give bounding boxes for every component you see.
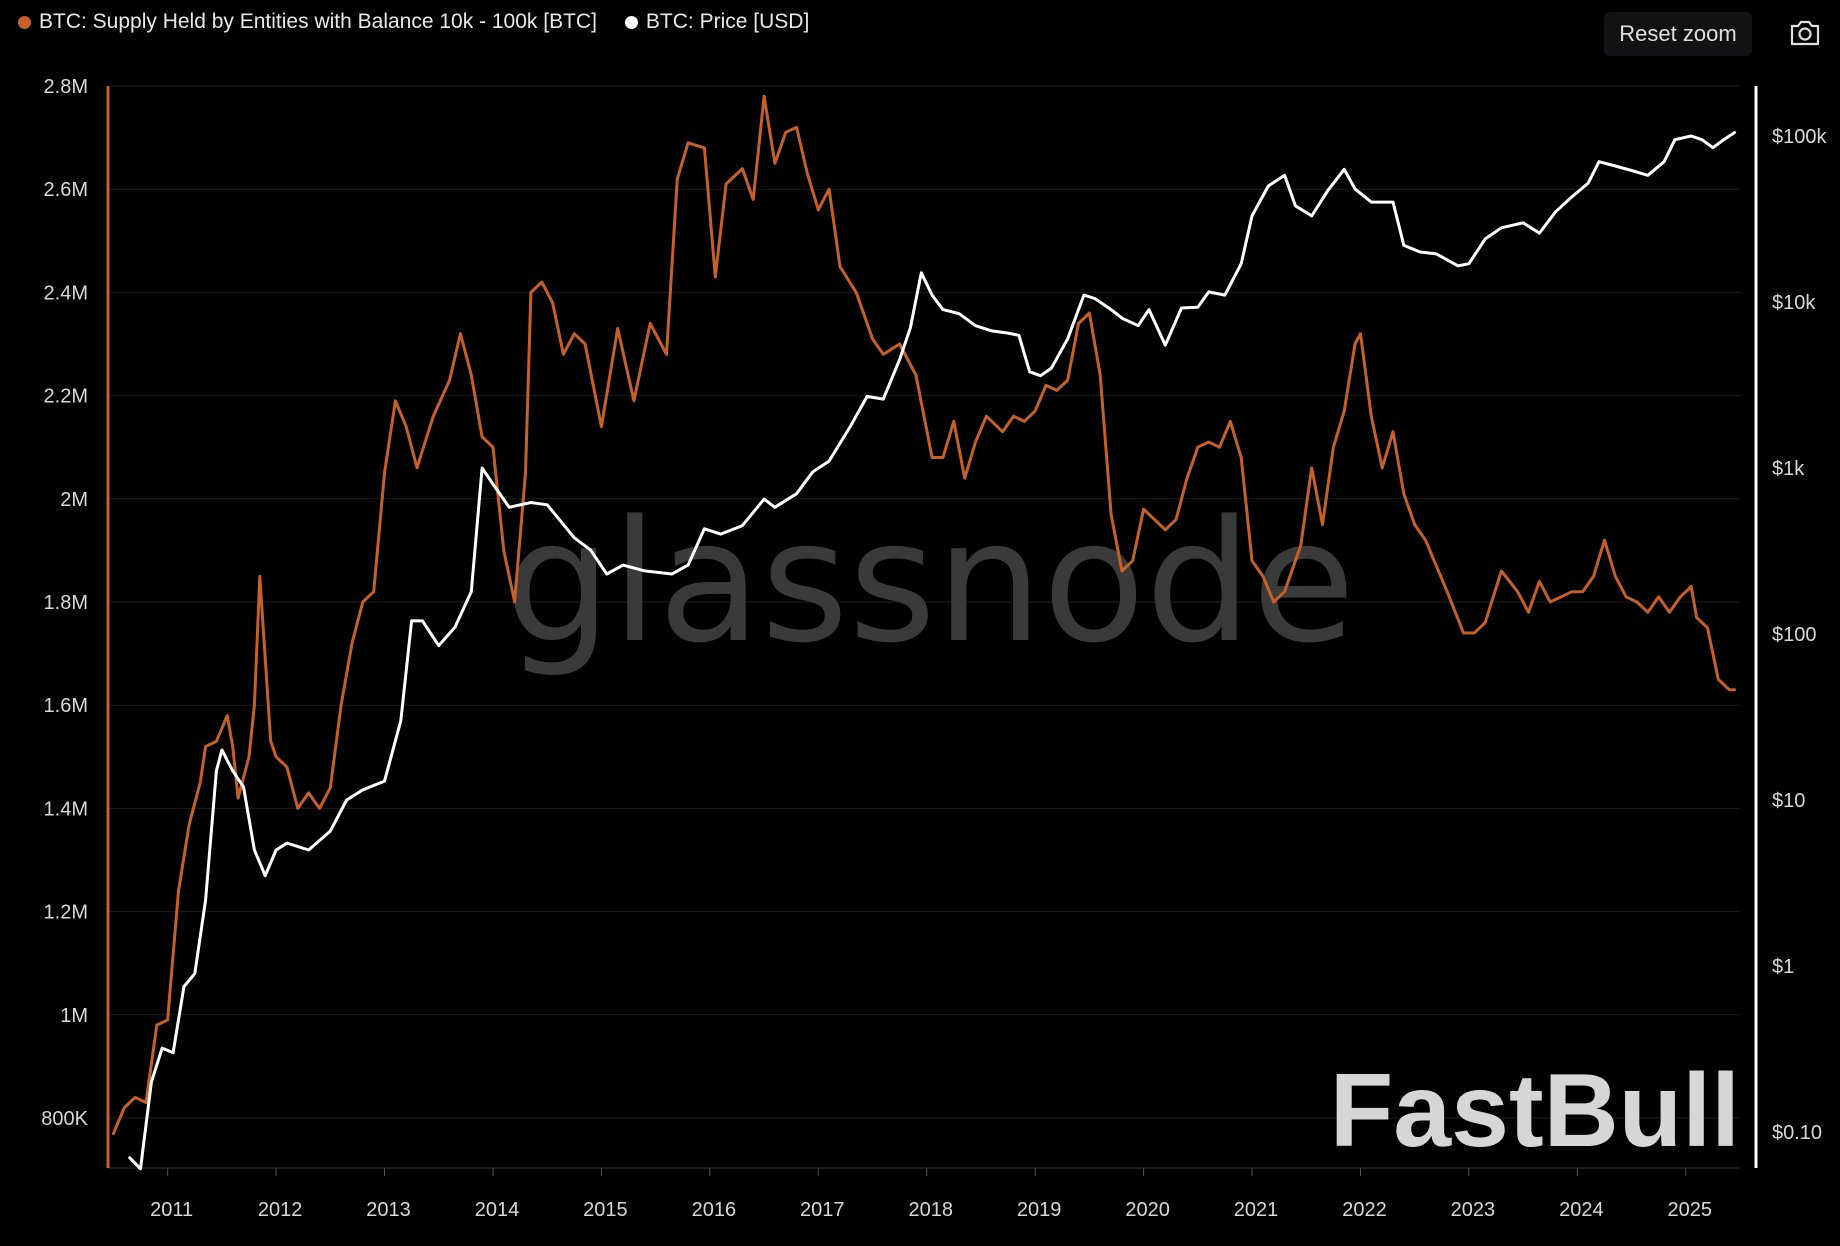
y-right-tick-label: $1 <box>1772 956 1794 978</box>
fastbull-watermark: FastBull <box>1330 1053 1740 1169</box>
y-right-tick-label: $10 <box>1772 790 1805 812</box>
glassnode-watermark: glassnode <box>505 484 1356 680</box>
y-right-tick-label: $100k <box>1772 126 1827 148</box>
legend-item-price[interactable]: BTC: Price [USD] <box>624 10 810 34</box>
y-left-tick-label: 2.2M <box>44 386 88 408</box>
y-left-tick-label: 1.8M <box>44 592 88 614</box>
y-left-tick-label: 1.6M <box>44 695 88 717</box>
x-tick-label: 2020 <box>1125 1199 1170 1221</box>
y-left-tick-label: 2.6M <box>44 179 88 201</box>
legend-dot-price <box>624 15 638 29</box>
x-tick-label: 2023 <box>1451 1199 1496 1221</box>
legend-dot-supply <box>18 15 31 29</box>
x-tick-label: 2022 <box>1342 1199 1387 1221</box>
y-left-tick-label: 1.2M <box>44 902 88 924</box>
y-left-tick-label: 800K <box>41 1108 88 1130</box>
legend-item-supply[interactable]: BTC: Supply Held by Entities with Balanc… <box>18 10 597 34</box>
x-tick-label: 2016 <box>692 1199 737 1221</box>
y-left-tick-label: 1M <box>60 1005 88 1027</box>
grid-lines <box>108 85 1740 1119</box>
x-tick-label: 2011 <box>150 1199 193 1221</box>
camera-icon[interactable] <box>1788 18 1822 48</box>
x-tick-label: 2024 <box>1559 1199 1604 1221</box>
y-left-tick-label: 2.4M <box>44 282 88 304</box>
axes: 800K 1M 1.2M 1.4M 1.6M 1.8M 2M 2.2M 2.4M 2.6M 2.8M… <box>41 76 1827 1221</box>
x-tick-label: 2014 <box>475 1199 520 1221</box>
y-left-tick-label: 1.4M <box>44 798 88 820</box>
y-right-tick-label: $0.10 <box>1772 1122 1822 1144</box>
y-right-tick-label: $10k <box>1772 292 1816 314</box>
camera-icon-svg <box>1790 20 1820 46</box>
x-tick-label: 2012 <box>258 1199 303 1221</box>
supply-series-line <box>111 94 1737 1135</box>
reset-zoom-button[interactable]: Reset zoom <box>1604 12 1752 56</box>
legend-label-price: BTC: Price [USD] <box>645 10 810 33</box>
price-series-line <box>128 131 1737 1171</box>
x-tick-label: 2013 <box>366 1199 411 1221</box>
y-left-tick-label: 2M <box>60 489 88 511</box>
chart-legend: BTC: Supply Held by Entities with Balanc… <box>18 10 809 34</box>
y-right-tick-label: $100 <box>1772 624 1817 646</box>
x-tick-label: 2018 <box>908 1199 953 1221</box>
y-right-tick-label: $1k <box>1772 458 1805 480</box>
x-tick-label: 2019 <box>1017 1199 1062 1221</box>
y-left-tick-label: 2.8M <box>44 76 88 98</box>
series-lines <box>111 94 1737 1171</box>
x-tick-label: 2021 <box>1234 1199 1279 1221</box>
watermarks: glassnode FastBull <box>505 484 1740 1169</box>
x-tick-label: 2017 <box>800 1199 845 1221</box>
x-tick-label: 2015 <box>583 1199 628 1221</box>
legend-label-supply: BTC: Supply Held by Entities with Balanc… <box>39 10 597 33</box>
x-tick-label: 2025 <box>1668 1199 1713 1221</box>
